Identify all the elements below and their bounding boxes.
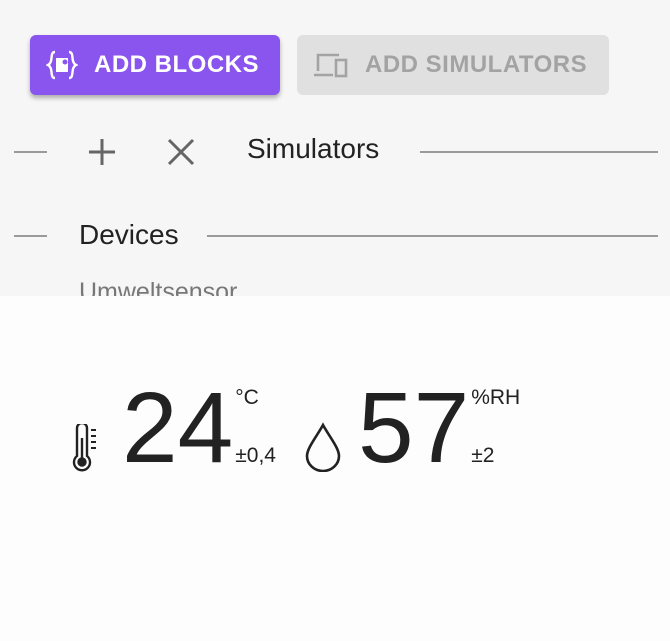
temperature-value: 24 <box>122 372 234 484</box>
clear-simulators-button[interactable] <box>163 134 199 170</box>
divider <box>207 235 658 237</box>
temperature-reading: 24 °C ±0,4 <box>72 378 276 478</box>
humidity-reading: 57 %RH ±2 <box>304 378 520 478</box>
temperature-unit: °C <box>235 386 259 409</box>
add-simulator-button[interactable] <box>84 134 120 170</box>
device-card <box>0 296 670 641</box>
simulators-title: Simulators <box>247 133 380 164</box>
humidity-value: 57 <box>357 372 470 484</box>
divider <box>14 235 47 237</box>
add-blocks-label: ADD BLOCKS <box>94 51 259 78</box>
divider <box>14 151 47 153</box>
add-simulators-button[interactable]: ADD SIMULATORS <box>297 35 609 95</box>
device-readings: 24 °C ±0,4 57 %RH ±2 <box>72 378 520 478</box>
plus-icon <box>89 139 115 165</box>
water-drop-icon <box>305 422 341 472</box>
add-blocks-button[interactable]: ADD BLOCKS <box>30 35 280 95</box>
temperature-units: °C ±0,4 <box>235 386 276 468</box>
code-braces-puzzle-icon <box>46 50 78 80</box>
divider <box>420 151 658 153</box>
thermometer-icon <box>72 424 96 472</box>
humidity-units: %RH ±2 <box>471 386 520 468</box>
humidity-unit: %RH <box>471 386 521 409</box>
add-simulators-label: ADD SIMULATORS <box>365 51 588 78</box>
close-icon <box>167 138 195 166</box>
devices-title: Devices <box>79 219 179 250</box>
humidity-accuracy: ±2 <box>471 444 495 467</box>
temperature-accuracy: ±0,4 <box>235 444 276 467</box>
devices-icon <box>314 53 348 78</box>
